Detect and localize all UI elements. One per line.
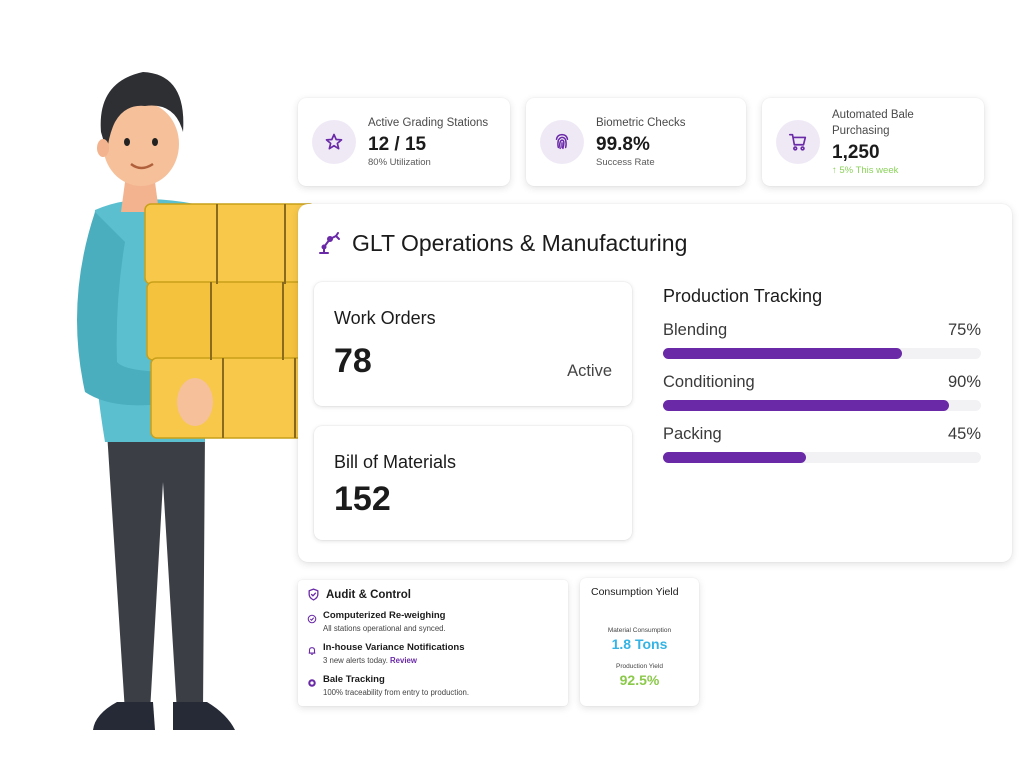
audit-item-title: In-house Variance Notifications bbox=[323, 642, 465, 653]
progress-percent: 90% bbox=[947, 373, 981, 391]
stat-sub: ↑ 5% This week bbox=[832, 165, 942, 176]
audit-item-desc-row: 3 new alerts today. Review bbox=[323, 656, 464, 665]
bom-value: 152 bbox=[334, 480, 391, 518]
audit-item-reweighing[interactable]: Computerized Re-weighing All stations op… bbox=[307, 610, 559, 633]
production-tracking-title: Production Tracking bbox=[663, 286, 823, 306]
progress-track bbox=[663, 348, 981, 359]
cart-icon bbox=[776, 120, 820, 164]
audit-control-card: Audit & Control Computerized Re-weighing… bbox=[298, 580, 568, 706]
production-tracking: Production Tracking Blending 75% Conditi… bbox=[663, 286, 981, 463]
progress-percent: 45% bbox=[947, 425, 981, 443]
review-link[interactable]: Review bbox=[390, 656, 417, 665]
progress-row-conditioning: Conditioning 90% bbox=[663, 373, 981, 411]
progress-row-blending: Blending 75% bbox=[663, 321, 981, 359]
progress-percent: 75% bbox=[947, 321, 981, 339]
check-circle-icon bbox=[307, 611, 319, 633]
work-orders-status: Active bbox=[567, 362, 612, 380]
robot-arm-icon bbox=[319, 231, 340, 254]
material-consumption-value: 1.8 Tons bbox=[611, 636, 668, 652]
bell-icon bbox=[307, 643, 319, 665]
stat-sub: Success Rate bbox=[596, 156, 655, 168]
audit-item-variance[interactable]: In-house Variance Notifications 3 new al… bbox=[307, 642, 559, 665]
stat-label: Automated Bale Purchasing bbox=[832, 109, 914, 137]
star-icon bbox=[312, 120, 356, 164]
progress-track bbox=[663, 400, 981, 411]
audit-title: Audit & Control bbox=[307, 588, 559, 601]
stat-card-bale-purchasing[interactable]: Automated Bale Purchasing 1,250 ↑ 5% Thi… bbox=[762, 98, 984, 186]
bill-of-materials-card[interactable]: Bill of Materials 152 bbox=[314, 426, 632, 540]
audit-item-desc: 100% traceability from entry to producti… bbox=[323, 688, 470, 697]
audit-item-title: Bale Tracking bbox=[323, 674, 385, 685]
work-orders-label: Work Orders bbox=[334, 308, 436, 328]
progress-fill bbox=[663, 348, 902, 359]
stat-card-biometric-checks[interactable]: Biometric Checks 99.8% Success Rate bbox=[526, 98, 746, 186]
stat-value: 1,250 bbox=[832, 141, 880, 163]
production-yield-value: 92.5% bbox=[619, 672, 660, 688]
progress-row-packing: Packing 45% bbox=[663, 425, 981, 463]
production-yield-label: Production Yield bbox=[616, 663, 663, 670]
progress-label: Blending bbox=[663, 321, 728, 339]
progress-fill bbox=[663, 452, 807, 463]
progress-label: Packing bbox=[663, 425, 722, 443]
audit-item-title: Computerized Re-weighing bbox=[323, 610, 446, 621]
stat-sub-text: 5% This week bbox=[839, 164, 899, 176]
stat-label: Biometric Checks bbox=[596, 117, 686, 130]
arrow-up-icon: ↑ bbox=[832, 164, 837, 176]
worker-carrying-hay-illustration bbox=[77, 72, 328, 730]
progress-track bbox=[663, 452, 981, 463]
fingerprint-icon bbox=[540, 120, 584, 164]
panel-title-text: GLT Operations & Manufacturing bbox=[352, 230, 688, 256]
consumption-yield-card: Consumption Yield Material Consumption 1… bbox=[580, 578, 699, 706]
material-consumption-label: Material Consumption bbox=[607, 627, 672, 634]
consumption-title: Consumption Yield bbox=[591, 586, 679, 598]
audit-title-text: Audit & Control bbox=[326, 588, 411, 601]
audit-item-bale-tracking[interactable]: Bale Tracking 100% traceability from ent… bbox=[307, 674, 559, 697]
operations-panel: GLT Operations & Manufacturing Work Orde… bbox=[298, 204, 1012, 562]
stat-value: 12 / 15 bbox=[368, 133, 427, 155]
tracking-icon bbox=[307, 675, 319, 697]
work-orders-card[interactable]: Work Orders 78 Active bbox=[314, 282, 632, 406]
panel-title: GLT Operations & Manufacturing bbox=[316, 230, 687, 257]
shield-check-icon bbox=[308, 588, 319, 601]
stat-sub: 80% Utilization bbox=[368, 156, 431, 168]
stat-card-grading-stations[interactable]: Active Grading Stations 12 / 15 80% Util… bbox=[298, 98, 510, 186]
audit-item-desc: 3 new alerts today. bbox=[323, 656, 388, 665]
stat-value: 99.8% bbox=[596, 133, 650, 155]
stat-label: Active Grading Stations bbox=[368, 117, 489, 130]
progress-label: Conditioning bbox=[663, 373, 755, 391]
progress-fill bbox=[663, 400, 950, 411]
work-orders-value: 78 bbox=[334, 342, 372, 380]
audit-item-desc: All stations operational and synced. bbox=[323, 624, 446, 633]
bom-label: Bill of Materials bbox=[334, 452, 457, 472]
